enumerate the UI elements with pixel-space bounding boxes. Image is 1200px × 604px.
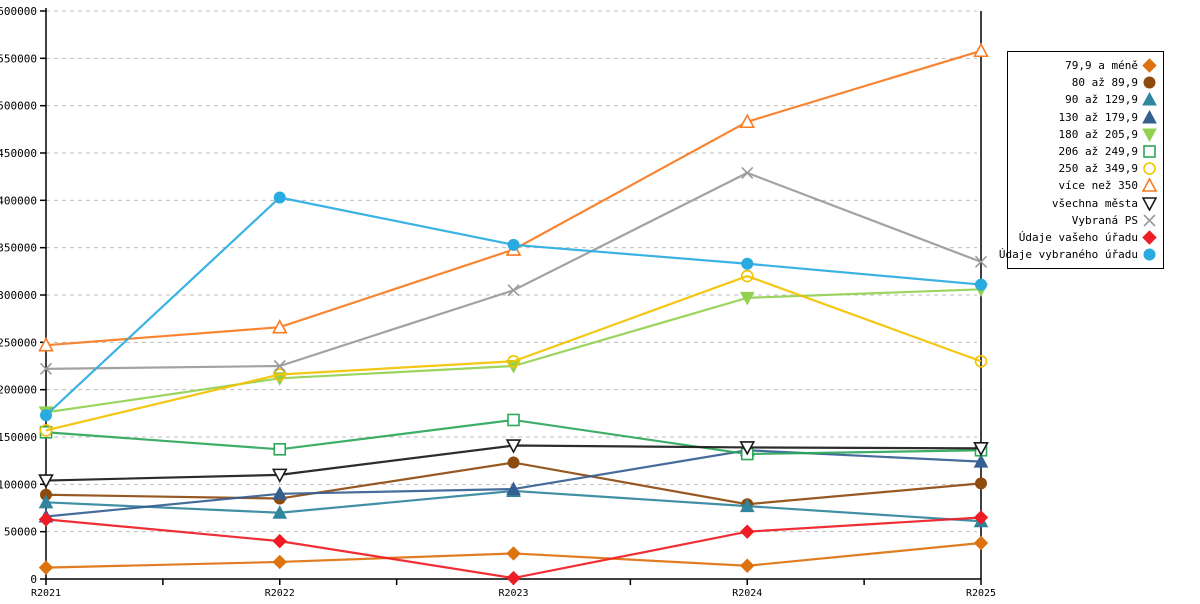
- y-tick-label: 300000: [0, 289, 37, 302]
- legend-triangle-down-icon: [1142, 128, 1157, 142]
- series-diamond: [38, 510, 989, 586]
- x-tick-label: R2022: [265, 588, 295, 599]
- series-diamond: [38, 535, 989, 575]
- legend-x-icon: [1143, 214, 1156, 227]
- legend-item: Vybraná PS: [1012, 212, 1157, 229]
- legend-item-label: více než 350: [1058, 179, 1138, 193]
- legend-item: 206 až 249,9: [1012, 143, 1157, 160]
- legend-diamond-icon: [1142, 58, 1157, 73]
- y-tick-label: 50000: [4, 526, 37, 539]
- legend-item-label: 80 až 89,9: [1071, 76, 1138, 90]
- y-tick-label: 500000: [0, 100, 37, 113]
- legend-item: 130 až 179,9: [1012, 109, 1157, 126]
- y-tick-label: 350000: [0, 242, 37, 255]
- y-tick-label: 450000: [0, 147, 37, 160]
- legend-item: 79,9 a méně: [1012, 57, 1157, 74]
- x-tick-label: R2025: [966, 588, 996, 599]
- legend-item-label: Údaje vybraného úřadu: [998, 248, 1138, 262]
- legend-item-label: všechna města: [1051, 196, 1138, 210]
- legend-item: Údaje vašeho úřadu: [1012, 229, 1157, 246]
- x-tick-label: R2021: [31, 588, 61, 599]
- y-tick-label: 150000: [0, 431, 37, 444]
- legend-triangle-up-icon: [1142, 178, 1157, 193]
- series-triangle-up: [38, 442, 989, 523]
- legend-diamond-icon: [1142, 230, 1157, 245]
- legend-circle-icon: [1143, 162, 1156, 176]
- legend-square-icon: [1143, 145, 1156, 158]
- x-tick-label: R2023: [498, 588, 528, 599]
- legend-item-label: 130 až 179,9: [1058, 110, 1138, 124]
- legend-item: 180 až 205,9: [1012, 126, 1157, 143]
- y-tick-label: 200000: [0, 384, 37, 397]
- y-tick-label: 100000: [0, 478, 37, 491]
- legend-item-label: Údaje vašeho úřadu: [1018, 230, 1138, 244]
- legend-item-label: 90 až 129,9: [1065, 93, 1138, 107]
- legend-triangle-up-icon: [1142, 92, 1157, 106]
- legend-item: více než 350: [1012, 177, 1157, 194]
- series-triangle-up: [38, 42, 989, 352]
- legend: 79,9 a méně 80 až 89,9 90 až 129,9 130 až 1…: [999, 51, 1164, 270]
- legend-item: 250 až 349,9: [1012, 160, 1157, 177]
- legend-circle-icon: [1143, 248, 1156, 261]
- y-tick-label: 600000: [0, 5, 37, 18]
- legend-item: 90 až 129,9: [1012, 91, 1157, 108]
- legend-item: 80 až 89,9: [1012, 74, 1157, 91]
- series-triangle-down: [38, 439, 989, 489]
- y-tick-label: 0: [30, 573, 37, 586]
- legend-item-label: 180 až 205,9: [1058, 127, 1138, 141]
- series-circle: [39, 269, 988, 437]
- legend-item-label: 79,9 a méně: [1065, 59, 1138, 73]
- y-tick-label: 400000: [0, 194, 37, 207]
- series-x: [39, 166, 988, 375]
- legend-item-label: 250 až 349,9: [1058, 162, 1138, 176]
- legend-circle-icon: [1143, 76, 1156, 89]
- legend-item: Údaje vybraného úřadu: [999, 246, 1157, 263]
- legend-item: všechna města: [1012, 195, 1157, 212]
- x-tick-label: R2024: [732, 588, 762, 599]
- y-tick-label: 550000: [0, 52, 37, 65]
- legend-item-label: 206 až 249,9: [1058, 145, 1138, 159]
- series-circle: [40, 191, 987, 422]
- legend-triangle-up-icon: [1142, 109, 1157, 124]
- legend-item-label: Vybraná PS: [1071, 213, 1138, 227]
- legend-triangle-down-icon: [1142, 196, 1157, 211]
- y-tick-label: 250000: [0, 336, 37, 349]
